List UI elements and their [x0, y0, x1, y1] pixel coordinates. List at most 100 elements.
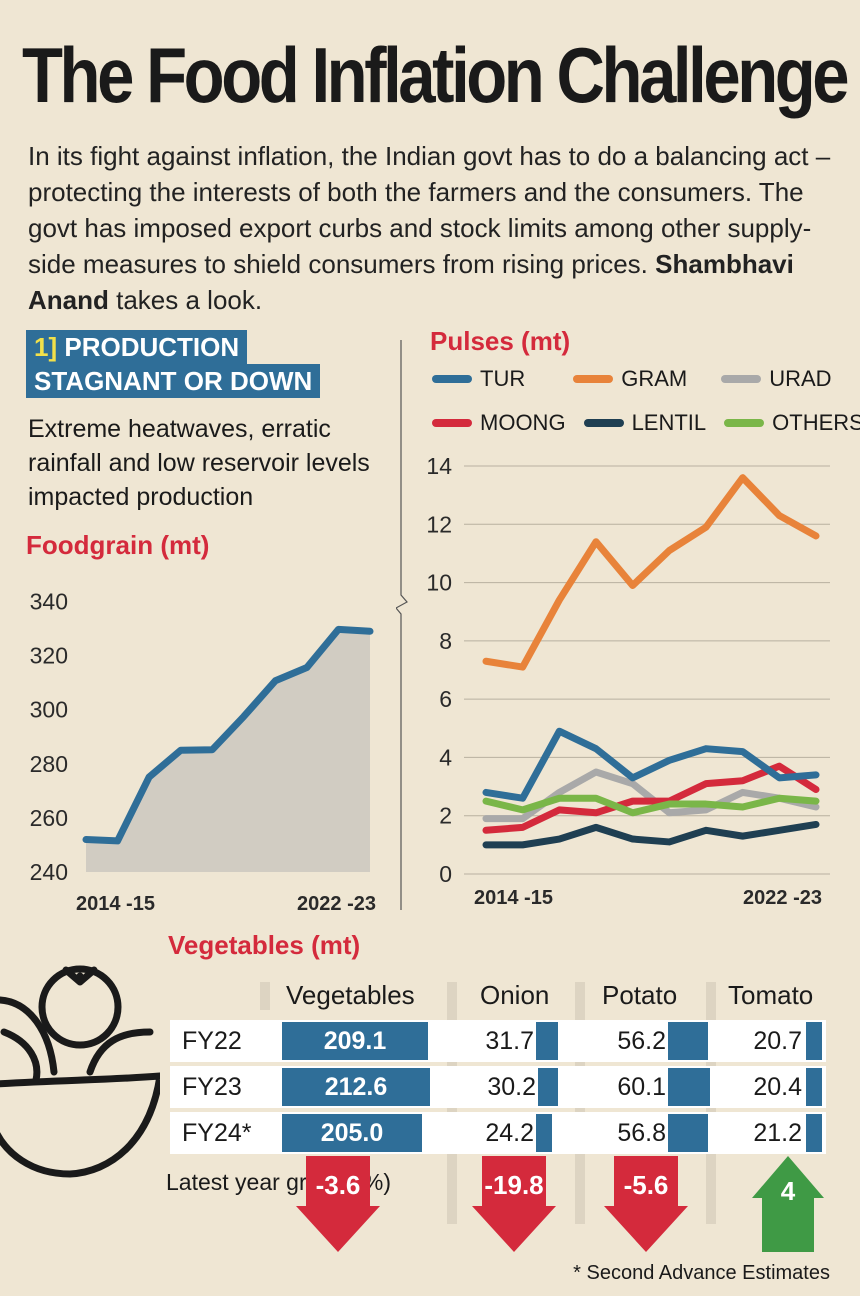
- y-tick-label: 340: [30, 589, 68, 615]
- section-tag-line2: STAGNANT OR DOWN: [26, 364, 321, 398]
- legend-item-others: OTHERS: [724, 410, 860, 436]
- pulses-legend-row2: MOONG LENTIL OTHERS: [432, 410, 860, 436]
- legend-swatch-gram: [573, 375, 614, 383]
- vegetables-value-bar: 212.6: [282, 1068, 430, 1106]
- y-tick-label: 260: [30, 805, 68, 831]
- onion-value: 30.2: [487, 1073, 536, 1101]
- pulses-chart: 0 2 4 6 8 10 12 14 2014 -15 2022 -23: [426, 453, 830, 909]
- y-tick-label: 8: [439, 628, 452, 654]
- potato-bar: [668, 1068, 710, 1106]
- legend-label-urad: URAD: [769, 366, 832, 391]
- tomato-bar: [806, 1068, 822, 1106]
- page-title: The Food Inflation Challenge: [22, 31, 850, 119]
- tomato-bar: [806, 1022, 822, 1060]
- legend-label-tur: TUR: [480, 366, 526, 391]
- onion-value: 31.7: [485, 1027, 534, 1055]
- y-tick-label: 2: [439, 803, 452, 829]
- series-line-moong: [482, 762, 820, 834]
- tomato-value: 20.7: [753, 1027, 802, 1055]
- column-header-tomato: Tomato: [728, 980, 814, 1010]
- legend-swatch-urad: [721, 375, 762, 383]
- footnote: * Second Advance Estimates: [573, 1262, 830, 1284]
- legend-label-others: OTHERS: [772, 410, 860, 435]
- y-tick-label: 10: [426, 570, 452, 596]
- row-label: FY24*: [182, 1119, 252, 1147]
- pulses-title: Pulses (mt): [430, 326, 571, 356]
- onion-value: 24.2: [485, 1119, 534, 1147]
- legend-swatch-moong: [432, 419, 472, 427]
- column-separator: [260, 982, 270, 1010]
- series-line-lentil: [482, 820, 820, 849]
- y-tick-label: 0: [439, 861, 452, 887]
- growth-arrow-down: [604, 1156, 688, 1252]
- potato-value: 56.8: [617, 1119, 666, 1147]
- legend-swatch-others: [724, 419, 765, 427]
- legend-swatch-lentil: [583, 419, 624, 427]
- legend-label-gram: GRAM: [621, 366, 688, 391]
- legend-label-moong: MOONG: [480, 410, 566, 435]
- intro-tail: takes a look.: [116, 285, 263, 315]
- onion-bar: [538, 1068, 558, 1106]
- onion-bar: [536, 1022, 558, 1060]
- growth-value-onion: -19.8: [484, 1170, 544, 1200]
- growth-arrow-down: [472, 1156, 556, 1252]
- tomato-bar: [806, 1114, 822, 1152]
- legend-item-urad: URAD: [721, 366, 832, 392]
- vegetables-value-bar: 209.1: [282, 1022, 428, 1060]
- table-row: [170, 1112, 826, 1154]
- potato-value: 56.2: [617, 1027, 666, 1055]
- row-label: FY22: [182, 1027, 242, 1055]
- column-header-onion: Onion: [480, 980, 550, 1010]
- table-row: [170, 1066, 826, 1108]
- column-header-potato: Potato: [602, 980, 678, 1010]
- intro-author: Shambhavi Anand: [28, 249, 794, 315]
- y-tick-label: 320: [30, 643, 68, 669]
- production-note: Extreme heatwaves, erratic rainfall and …: [28, 415, 370, 511]
- tomato-value: 21.2: [753, 1119, 802, 1147]
- legend-swatch-tur: [432, 375, 472, 383]
- legend-item-lentil: LENTIL: [583, 410, 707, 436]
- potato-bar: [668, 1022, 708, 1060]
- tomato-value: 20.4: [753, 1073, 802, 1101]
- x-end-label: 2022 -23: [743, 887, 822, 909]
- section-line2: STAGNANT OR DOWN: [34, 366, 313, 396]
- foodgrain-chart: 240 260 280 300 320 340 2014 -15 2022 -23: [30, 589, 376, 915]
- growth-arrow-up: [752, 1156, 824, 1252]
- x-start-label: 2014 -15: [76, 893, 155, 915]
- vegetables-title: Vegetables (mt): [168, 930, 361, 960]
- pulses-legend-row1: TUR GRAM URAD: [432, 366, 858, 392]
- y-tick-label: 280: [30, 751, 68, 777]
- growth-value-tomato: 4: [780, 1176, 796, 1206]
- vegetable-bowl-icon: [0, 965, 160, 1178]
- row-label: FY23: [182, 1073, 242, 1101]
- legend-label-lentil: LENTIL: [631, 410, 707, 435]
- y-tick-label: 240: [30, 859, 68, 885]
- growth-value-vegetables: -3.6: [315, 1170, 361, 1200]
- chart-divider: [396, 340, 408, 910]
- legend-item-tur: TUR: [432, 366, 525, 392]
- x-end-label: 2022 -23: [297, 893, 376, 915]
- foodgrain-area: [86, 629, 370, 872]
- section-number: 1]: [34, 332, 58, 362]
- potato-value: 60.1: [617, 1073, 666, 1101]
- series-line-others: [482, 794, 820, 817]
- foodgrain-line: [82, 625, 374, 845]
- growth-value-potato: -5.6: [623, 1170, 669, 1200]
- column-header-vegetables: Vegetables: [286, 980, 415, 1010]
- section-tag-line1: 1] PRODUCTION: [26, 330, 248, 364]
- onion-bar: [536, 1114, 552, 1152]
- legend-item-gram: GRAM: [573, 366, 687, 392]
- table-row: [170, 1020, 826, 1062]
- x-start-label: 2014 -15: [474, 887, 553, 909]
- vegetables-value-bar: 205.0: [282, 1114, 422, 1152]
- legend-item-moong: MOONG: [432, 410, 566, 436]
- y-tick-label: 4: [439, 744, 452, 770]
- section-line1: PRODUCTION: [64, 332, 240, 362]
- y-tick-label: 300: [30, 697, 68, 723]
- series-line-tur: [482, 727, 820, 802]
- series-line-gram: [482, 474, 820, 671]
- growth-arrow-down: [296, 1156, 380, 1252]
- intro-text: In its fight against inflation, the Indi…: [28, 138, 838, 318]
- intro-body: In its fight against inflation, the Indi…: [28, 141, 831, 279]
- y-tick-label: 6: [439, 686, 452, 712]
